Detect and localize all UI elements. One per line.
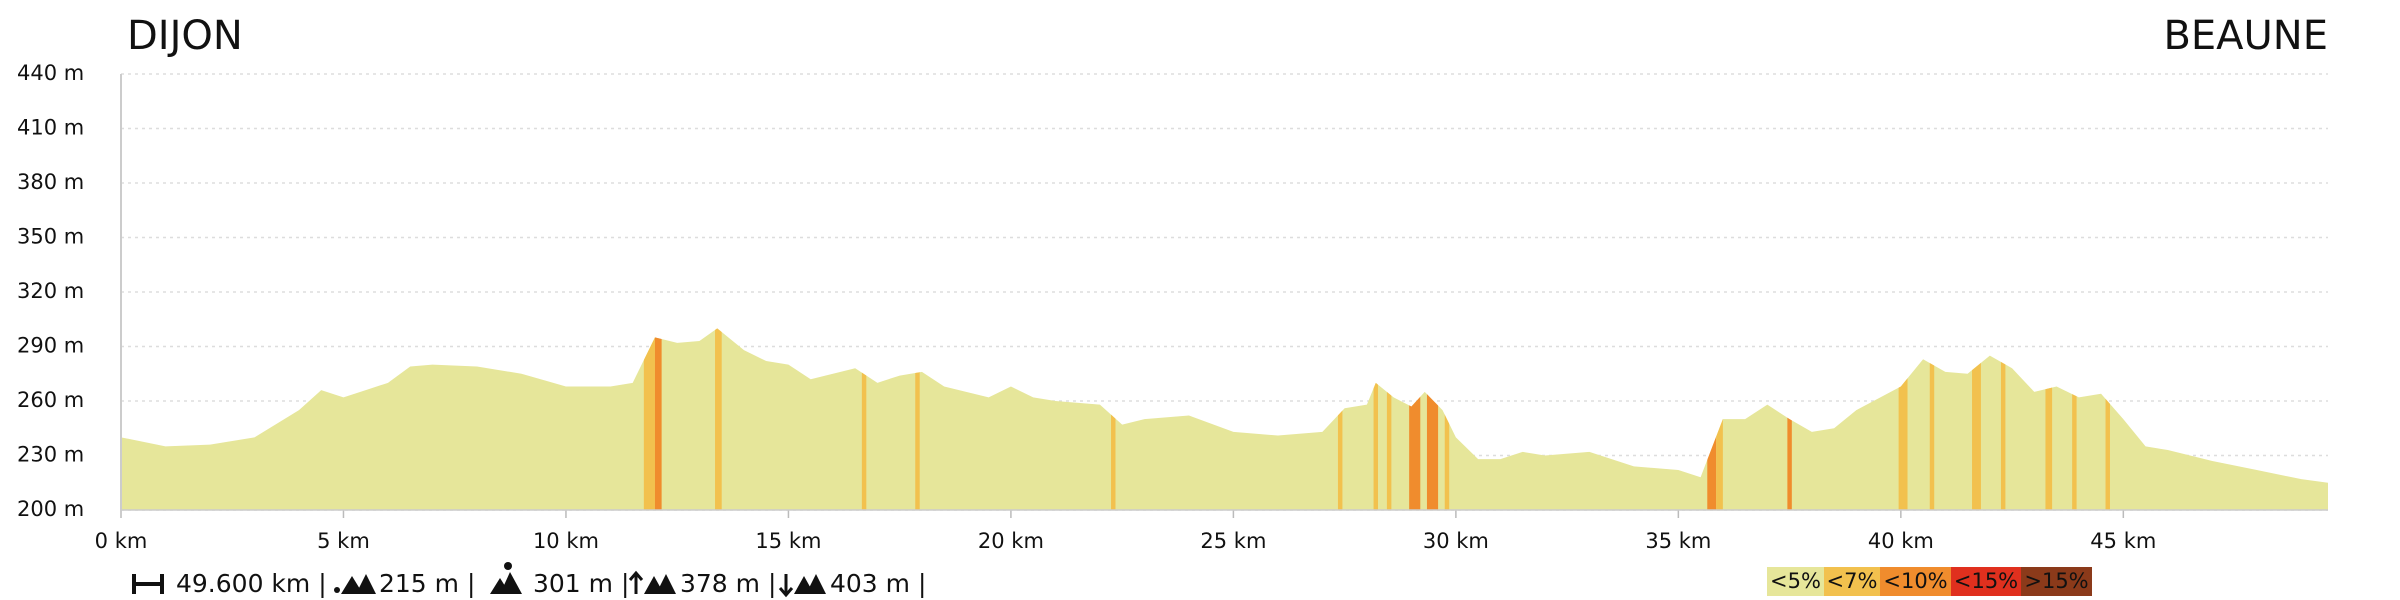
y-tick-label: 410 m [17, 116, 84, 140]
max-elev-icon [490, 572, 522, 594]
slope-band [2072, 328, 2077, 510]
min-elev-icon [341, 574, 376, 594]
x-tick-label: 40 km [1868, 529, 1934, 553]
stat-text: 49.600 km | [176, 569, 327, 598]
legend-label: >15% [2024, 569, 2088, 593]
y-tick-label: 200 m [17, 497, 84, 521]
ascent-icon [628, 570, 644, 594]
slope-band [1409, 328, 1421, 510]
distance-icon [160, 574, 164, 594]
x-tick-label: 10 km [533, 529, 599, 553]
legend-swatch [1824, 567, 1880, 596]
slope-band [1929, 328, 1935, 510]
slope-band [1426, 328, 1439, 510]
slope-band [715, 328, 722, 510]
legend-swatch [1951, 567, 2021, 596]
end-label: BEAUNE [2163, 13, 2328, 59]
y-tick-label: 260 m [17, 388, 84, 412]
y-tick-label: 440 m [17, 61, 84, 85]
slope-band [915, 328, 920, 510]
slope-band [1337, 328, 1343, 510]
slope-band [643, 328, 655, 510]
y-tick-label: 350 m [17, 225, 84, 249]
slope-band [2045, 328, 2053, 510]
legend-label: <15% [1954, 569, 2018, 593]
x-tick-label: 0 km [95, 529, 148, 553]
x-tick-label: 25 km [1200, 529, 1266, 553]
y-tick-label: 380 m [17, 170, 84, 194]
slope-band [2000, 328, 2006, 510]
y-tick-label: 290 m [17, 334, 84, 358]
distance-icon [132, 582, 164, 586]
slope-band [861, 328, 867, 510]
x-tick-label: 15 km [755, 529, 821, 553]
x-tick-label: 20 km [978, 529, 1044, 553]
legend-label: <10% [1883, 569, 1947, 593]
slope-band [1444, 328, 1450, 510]
stat-icons [132, 562, 826, 598]
stat-text: 378 m | [680, 569, 776, 598]
legend-swatch [2021, 567, 2092, 596]
slope-band [1373, 328, 1379, 510]
slope-band [2105, 328, 2110, 510]
x-tick-label: 5 km [317, 529, 370, 553]
stat-text: 301 m | [533, 569, 629, 598]
legend-label: <5% [1770, 569, 1821, 593]
legend-swatch [1880, 567, 1951, 596]
slope-band [1972, 328, 1981, 510]
slope-band [1898, 328, 1908, 510]
stat-text: 215 m | [379, 569, 475, 598]
descent-icon [794, 574, 826, 594]
max-elev-icon [504, 562, 512, 570]
slope-band [1111, 328, 1116, 510]
y-tick-label: 320 m [17, 279, 84, 303]
legend-label: <7% [1827, 569, 1878, 593]
start-label: DIJON [127, 13, 243, 59]
min-elev-icon [334, 587, 340, 593]
legend-swatch [1767, 567, 1824, 596]
slope-band [1386, 328, 1392, 510]
x-tick-label: 30 km [1423, 529, 1489, 553]
slope-band [654, 328, 662, 510]
stat-text: 403 m | [830, 569, 926, 598]
ascent-icon [644, 574, 676, 594]
descent-icon [778, 574, 794, 598]
x-tick-label: 35 km [1645, 529, 1711, 553]
x-tick-label: 45 km [2090, 529, 2156, 553]
elevation-area [121, 328, 2328, 510]
y-tick-label: 230 m [17, 443, 84, 467]
